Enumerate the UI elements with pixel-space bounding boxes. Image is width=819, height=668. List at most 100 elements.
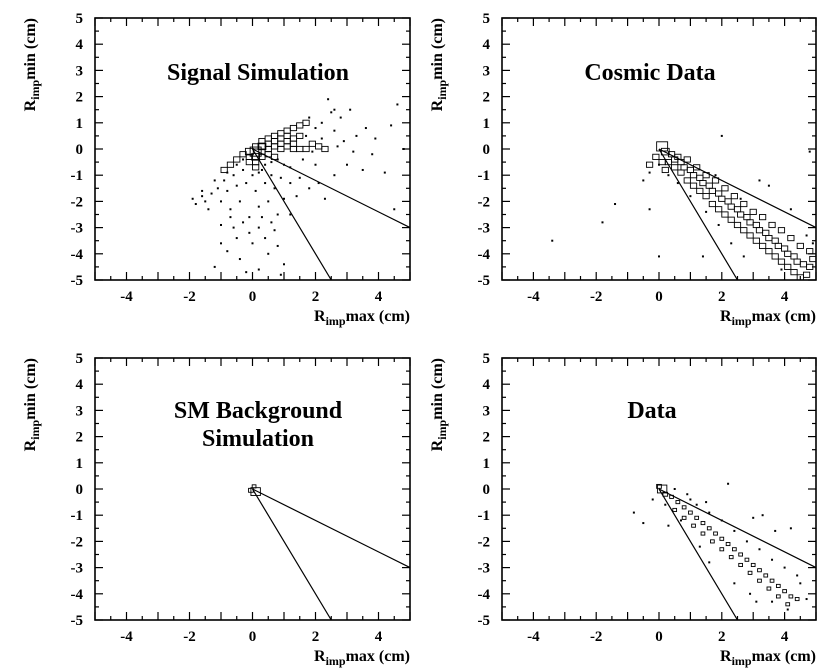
bin-box <box>321 145 329 153</box>
bin-box <box>732 547 737 552</box>
bin-box <box>787 235 795 242</box>
bin-box <box>270 132 279 139</box>
bin-box <box>277 130 285 137</box>
data-point <box>717 223 720 226</box>
data-point <box>232 174 235 177</box>
plot-area <box>191 98 410 280</box>
bin-box <box>757 578 762 583</box>
data-point <box>733 529 736 532</box>
data-point <box>771 600 774 603</box>
cut-line <box>658 488 816 569</box>
data-point <box>705 501 708 504</box>
data-point <box>758 548 761 551</box>
bin-box <box>669 494 674 499</box>
y-tick-label: 5 <box>76 351 84 367</box>
data-point <box>242 221 245 224</box>
panel-2: 5 4 3 2 1 0 -1 -2 -3 -4 -5 -4 -2 0 2 4 Rimpmax (cm) Rimpm… <box>22 351 411 668</box>
data-point <box>191 197 194 200</box>
x-tick-label: 4 <box>375 629 383 645</box>
y-tick-label: -4 <box>71 587 84 603</box>
x-tick-label: 0 <box>655 629 663 645</box>
bin-box <box>252 164 260 171</box>
y-tick-label: -1 <box>478 508 491 524</box>
bin-box <box>757 568 762 573</box>
panel-0: 5 4 3 2 1 0 -1 -2 -3 -4 -5 -4 -2 0 2 4 Rimpmax (cm) Rimpm… <box>22 11 411 328</box>
data-point <box>745 540 748 543</box>
data-point <box>805 234 808 237</box>
data-point <box>235 237 238 240</box>
bin-box <box>251 153 261 161</box>
y-tick-label: -2 <box>478 534 491 550</box>
data-point <box>771 558 774 561</box>
data-point <box>701 255 704 258</box>
data-point <box>720 134 723 137</box>
bin-box <box>308 140 316 147</box>
x-tick-label: 2 <box>718 629 726 645</box>
bin-box <box>233 156 241 163</box>
x-tick-label: 2 <box>312 629 320 645</box>
data-point <box>267 252 270 255</box>
bin-box <box>740 227 748 234</box>
cut-line <box>658 148 739 280</box>
bin-box <box>674 153 682 160</box>
bin-box <box>245 159 253 166</box>
data-point <box>276 158 279 161</box>
plot-area <box>248 484 410 620</box>
data-point <box>333 174 336 177</box>
bin-box <box>777 227 786 234</box>
data-point <box>695 503 698 506</box>
bin-box <box>681 505 687 510</box>
x-axis-title: Rimpmax (cm) <box>720 648 816 668</box>
x-tick-label: -2 <box>590 629 603 645</box>
data-point <box>396 103 399 106</box>
bin-box <box>802 271 811 278</box>
y-tick-label: 5 <box>76 11 84 27</box>
data-point <box>673 488 676 490</box>
bin-box <box>765 235 773 242</box>
bin-box <box>790 253 798 260</box>
data-point <box>758 179 761 182</box>
data-point <box>220 223 222 226</box>
y-tick-label: -1 <box>71 168 84 184</box>
data-point <box>739 197 742 200</box>
data-point <box>789 208 792 211</box>
x-axis-title: Rimpmax (cm) <box>720 308 816 328</box>
data-point <box>402 148 405 150</box>
data-point <box>749 592 752 595</box>
data-point <box>352 150 355 153</box>
bin-box <box>296 145 304 153</box>
bin-box <box>289 145 298 153</box>
bin-box <box>750 562 756 568</box>
data-point <box>733 582 736 585</box>
bin-box <box>790 269 798 276</box>
bin-box <box>706 526 712 531</box>
data-point <box>245 182 248 185</box>
bin-box <box>700 521 706 526</box>
data-point <box>264 182 267 185</box>
bin-box <box>656 483 662 489</box>
x-tick-label: -2 <box>183 289 196 305</box>
bin-box <box>743 214 751 221</box>
cut-line <box>658 488 739 620</box>
data-point <box>361 168 364 171</box>
bin-box <box>788 594 794 599</box>
bin-box <box>774 242 782 250</box>
bin-box <box>675 500 681 505</box>
bin-box <box>765 248 773 255</box>
data-point <box>339 116 342 119</box>
bin-box <box>220 166 228 174</box>
data-point <box>270 221 273 224</box>
y-tick-label: 3 <box>483 403 491 419</box>
bin-box <box>796 242 804 250</box>
data-point <box>667 174 670 177</box>
bin-box <box>775 583 781 588</box>
y-tick-label: 1 <box>76 456 84 472</box>
data-point <box>689 195 692 198</box>
data-point <box>323 197 326 200</box>
bin-box <box>740 200 748 208</box>
bin-box <box>781 245 789 252</box>
y-tick-label: 3 <box>76 403 84 419</box>
x-tick-label: -2 <box>183 629 196 645</box>
data-point <box>276 213 279 216</box>
